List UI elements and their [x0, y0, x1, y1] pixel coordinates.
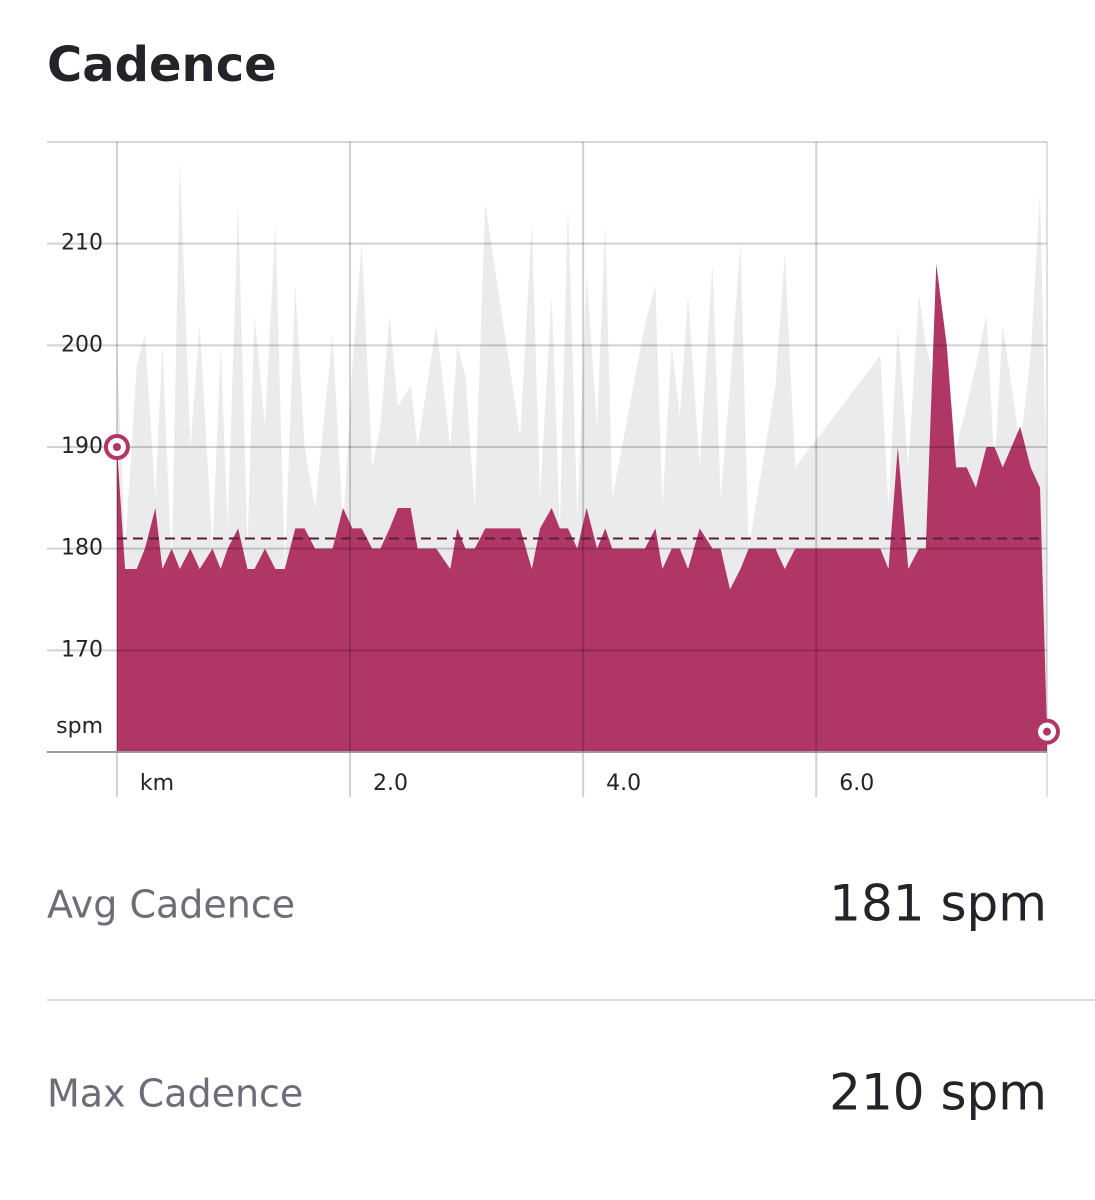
area	[116, 264, 1048, 752]
stat-value: 210 spm	[829, 1064, 1047, 1122]
stat-label: Avg Cadence	[47, 883, 295, 927]
stat-value: 181 spm	[829, 875, 1047, 933]
stat-label: Max Cadence	[47, 1072, 303, 1116]
endpoint-dot	[112, 443, 121, 451]
y-axis-label: spm	[56, 714, 103, 739]
x-tick-label: 6.0	[839, 771, 874, 796]
x-tick-label: km	[140, 771, 174, 796]
x-tick-label: 2.0	[373, 771, 408, 796]
y-tick-label: 190	[61, 434, 103, 459]
title: Cadence	[47, 37, 277, 93]
y-tick-label: 180	[61, 536, 103, 561]
chart: 170 180 190 200 210 km 2.0 4.0 6.0 spm	[47, 141, 1060, 797]
y-tick-label: 200	[61, 332, 103, 357]
y-tick-label: 210	[61, 231, 103, 256]
x-tick-label: 4.0	[606, 771, 641, 796]
y-tick-label: 170	[61, 637, 103, 662]
endpoint-dot	[1043, 727, 1051, 736]
